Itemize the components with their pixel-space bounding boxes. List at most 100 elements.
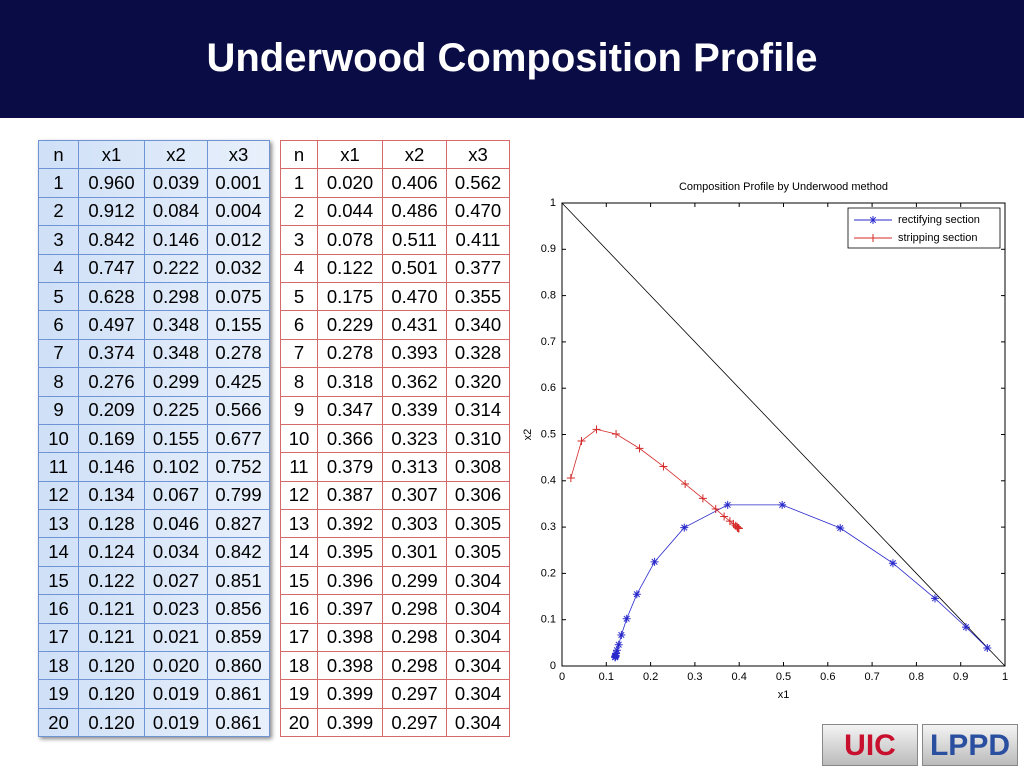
x-tick-label: 0.1 <box>599 671 614 683</box>
table-cell: 0.856 <box>207 594 270 624</box>
table-cell: x2 <box>382 139 447 170</box>
legend-label: stripping section <box>898 232 978 244</box>
table-cell: 13 <box>38 509 79 539</box>
table-cell: 0.004 <box>207 196 270 227</box>
table-cell: 0.304 <box>446 707 510 738</box>
table-row: 4 0.122 0.501 0.377 <box>280 253 510 283</box>
rectifying-table: n x1 x2 x3 1 0.960 0.039 0.001 2 0.912 0.084 0.004 3… <box>38 139 270 738</box>
table-cell: 0.393 <box>382 338 447 369</box>
point <box>962 623 971 632</box>
diagonal <box>561 202 1006 667</box>
table-cell: 0.340 <box>446 310 510 340</box>
table-cell: 0.431 <box>382 310 447 340</box>
x-axis-label: x1 <box>778 689 790 701</box>
point <box>592 425 601 434</box>
stripping-table: n x1 x2 x3 1 0.020 0.406 0.562 2 0.044 0.486 0.470 3… <box>280 139 510 738</box>
table-row: 16 0.121 0.023 0.856 <box>38 594 270 624</box>
table-cell: 0.677 <box>207 423 270 454</box>
table-row: 2 0.912 0.084 0.004 <box>38 196 270 227</box>
point <box>577 436 586 445</box>
point <box>650 557 659 566</box>
table-cell: 0.209 <box>78 395 145 425</box>
y-tick-label: 1 <box>550 197 556 209</box>
table-cell: 0.851 <box>207 565 270 596</box>
table-cell: 18 <box>38 651 79 681</box>
table-cell: 0.392 <box>317 509 383 539</box>
y-tick-label: 0.9 <box>541 243 556 255</box>
table-cell: 0.023 <box>144 594 208 624</box>
table-cell: 0.146 <box>78 452 145 482</box>
legend-marker <box>869 234 877 242</box>
table-row: 10 0.169 0.155 0.677 <box>38 423 270 454</box>
point <box>659 462 668 471</box>
point <box>622 614 631 623</box>
x-tick-label: 0.9 <box>953 671 968 683</box>
table-cell: n <box>280 139 318 170</box>
legend-label: rectifying section <box>898 214 980 226</box>
x-tick-label: 0.2 <box>643 671 658 683</box>
table-cell: 0.323 <box>382 423 447 454</box>
table-row: 1 0.960 0.039 0.001 <box>38 168 270 198</box>
table-cell: 0.297 <box>382 707 447 738</box>
header-bar <box>0 0 1024 118</box>
slide-title: Underwood Composition Profile <box>206 36 818 80</box>
point <box>836 524 845 533</box>
x-tick-label: 0 <box>559 671 565 683</box>
x-tick-label: 0.3 <box>687 671 702 683</box>
table-row: 5 0.175 0.470 0.355 <box>280 281 510 312</box>
table-cell: 0.155 <box>207 310 270 340</box>
table-cell: 2 <box>38 196 79 227</box>
table-cell: 0.362 <box>382 367 447 397</box>
table-cell: 0.511 <box>382 225 447 255</box>
table-cell: 0.020 <box>144 651 208 681</box>
point <box>612 430 621 439</box>
y-tick-label: 0 <box>550 660 556 672</box>
table-cell: 0.348 <box>144 310 208 340</box>
table-cell: 0.320 <box>446 367 510 397</box>
table-cell: 0.395 <box>317 537 383 567</box>
table-row: 13 0.128 0.046 0.827 <box>38 509 270 539</box>
table-cell: 0.406 <box>382 168 447 198</box>
point <box>734 524 743 533</box>
table-cell: x2 <box>144 139 208 170</box>
table-cell: 0.229 <box>317 310 383 340</box>
table-cell: 0.128 <box>78 509 145 539</box>
table-cell: 0.298 <box>382 594 447 624</box>
table-cell: 11 <box>280 452 318 482</box>
table-cell: 0.566 <box>207 395 270 425</box>
logo-uic: UIC <box>822 724 918 766</box>
point <box>680 523 689 532</box>
table-cell: 0.303 <box>382 509 447 539</box>
table-row: 11 0.146 0.102 0.752 <box>38 452 270 482</box>
table-row: 14 0.124 0.034 0.842 <box>38 537 270 567</box>
table-cell: 0.039 <box>144 168 208 198</box>
table-cell: 5 <box>280 281 318 312</box>
table-cell: 20 <box>38 707 79 738</box>
table-cell: 0.486 <box>382 196 447 227</box>
table-cell: 0.377 <box>446 253 510 283</box>
table-row: 12 0.134 0.067 0.799 <box>38 480 270 511</box>
point <box>778 500 787 509</box>
table-cell: 0.175 <box>317 281 383 312</box>
table-cell: 0.497 <box>78 310 145 340</box>
point <box>611 653 620 662</box>
table-cell: x3 <box>207 139 270 170</box>
table-cell: 0.310 <box>446 423 510 454</box>
table-cell: 0.122 <box>78 565 145 596</box>
y-axis-label: x2 <box>522 429 534 441</box>
table-cell: 0.396 <box>317 565 383 596</box>
y-tick-label: 0.8 <box>541 290 556 302</box>
table-cell: x1 <box>78 139 145 170</box>
table-row: 7 0.374 0.348 0.278 <box>38 338 270 369</box>
table-row: 3 0.842 0.146 0.012 <box>38 225 270 255</box>
table-cell: n <box>38 139 79 170</box>
table-row: 14 0.395 0.301 0.305 <box>280 537 510 567</box>
x-tick-label: 0.7 <box>864 671 879 683</box>
table-cell: 0.425 <box>207 367 270 397</box>
table-row: 20 0.399 0.297 0.304 <box>280 707 510 738</box>
y-tick-label: 0.7 <box>541 336 556 348</box>
table-cell: 0.297 <box>382 679 447 709</box>
table-cell: 0.299 <box>144 367 208 397</box>
table-cell: 0.628 <box>78 281 145 312</box>
